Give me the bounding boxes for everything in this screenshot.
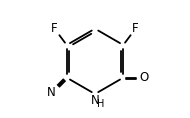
Text: H: H xyxy=(97,99,104,109)
Text: N: N xyxy=(47,86,56,99)
Text: N: N xyxy=(91,95,99,107)
Text: F: F xyxy=(51,22,58,35)
Text: O: O xyxy=(139,71,149,84)
Text: F: F xyxy=(132,22,139,35)
